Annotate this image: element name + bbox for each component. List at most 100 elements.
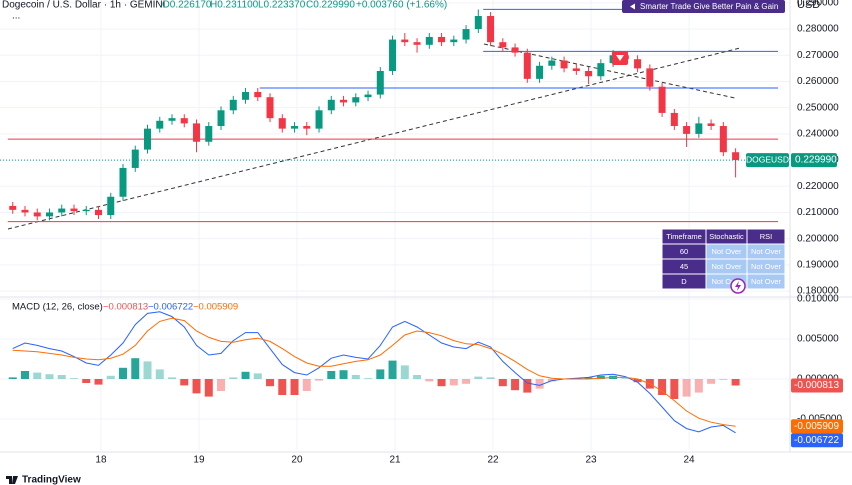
table-text: D xyxy=(681,277,687,286)
table-text: Timeframe xyxy=(666,232,702,241)
candle-body xyxy=(560,60,568,69)
histogram-bar xyxy=(217,379,226,391)
x-tick-label: 21 xyxy=(389,455,401,466)
signal-table: Timeframe Stochastic RSI 60 Not Over Not Over… xyxy=(661,228,786,290)
candle-body xyxy=(291,126,299,129)
candle-body xyxy=(487,15,495,43)
y-tick-label: 0.200000 xyxy=(797,233,839,244)
histogram-bar xyxy=(155,369,164,379)
histogram-bar xyxy=(462,379,471,384)
candle-body xyxy=(242,91,250,100)
histogram-bar xyxy=(20,371,29,379)
table-text: Not Over xyxy=(751,247,782,256)
symbol-title: Dogecoin / U.S. Dollar · 1h · GEMINI xyxy=(2,0,165,11)
table-cell xyxy=(746,273,786,290)
candle-body xyxy=(168,118,176,121)
macd-line xyxy=(12,311,736,434)
histogram-bar xyxy=(535,379,544,389)
x-tick-label: 22 xyxy=(487,455,499,466)
table-text: Not Over xyxy=(751,277,782,286)
histogram-bar xyxy=(290,379,299,395)
more[interactable]: ... xyxy=(12,11,20,22)
histogram-bar xyxy=(266,379,275,387)
histogram-bar xyxy=(364,378,373,379)
indicator-value: −0.000813 xyxy=(103,302,148,313)
histogram-bar xyxy=(94,379,103,385)
table-text: Not Over xyxy=(751,262,782,271)
histogram-bar xyxy=(204,379,213,397)
table-text: 45 xyxy=(680,262,688,271)
histogram-bar xyxy=(376,369,385,379)
price-tag-box xyxy=(791,153,837,168)
histogram-bar xyxy=(670,379,679,399)
candle-body xyxy=(658,86,666,113)
candle-body xyxy=(254,91,262,98)
table-text: RSI xyxy=(760,232,773,241)
histogram-bar xyxy=(339,370,348,379)
histogram-bar xyxy=(82,379,91,383)
y-tick-label: 0.270000 xyxy=(797,50,839,61)
candle-body xyxy=(499,42,507,48)
table-text: Not Over xyxy=(711,262,742,271)
candle-body xyxy=(303,126,311,129)
candle-body xyxy=(450,39,458,43)
x-tick-label: 19 xyxy=(193,455,205,466)
candle-body xyxy=(683,126,691,134)
candle-body xyxy=(732,152,740,161)
x-tick-label: 18 xyxy=(95,455,107,466)
candle-body xyxy=(70,208,78,212)
brand: TradingView xyxy=(22,475,81,485)
histogram-bar xyxy=(253,373,262,379)
candle-body xyxy=(82,209,90,212)
candle-body xyxy=(597,63,605,77)
candle-body xyxy=(634,59,642,69)
histogram-bar xyxy=(682,379,691,397)
histogram-bar xyxy=(168,377,177,379)
value-tag-box xyxy=(791,378,843,393)
histogram-bar xyxy=(707,379,716,384)
candle-body xyxy=(438,36,446,43)
candle-body xyxy=(131,149,139,168)
histogram-bar xyxy=(449,379,458,386)
candle-body xyxy=(33,212,41,217)
candle-body xyxy=(474,15,482,30)
histogram-bar xyxy=(8,377,17,379)
histogram-bar xyxy=(57,375,66,379)
y-tick-label: 0.010000 xyxy=(797,294,839,305)
histogram-bar xyxy=(511,379,520,391)
candle-body xyxy=(180,118,188,124)
histogram-bar xyxy=(241,371,250,379)
histogram-bar xyxy=(719,379,728,380)
histogram-bar xyxy=(523,379,532,393)
y-tick-label: 0.290000 xyxy=(797,0,839,9)
value-tag: -0.006722 xyxy=(794,435,839,446)
histogram-bar xyxy=(278,379,287,395)
histogram-bar xyxy=(131,358,140,379)
candle-body xyxy=(278,118,286,129)
candle-body xyxy=(413,42,421,45)
candle-body xyxy=(144,128,152,150)
histogram-bar xyxy=(33,372,42,379)
bolt-icon[interactable] xyxy=(730,278,746,294)
marks xyxy=(0,8,790,434)
candle-body xyxy=(119,167,127,197)
bolt[interactable] xyxy=(735,281,741,291)
banner-icon xyxy=(630,3,635,10)
candle-body xyxy=(646,68,654,87)
banner: Smarter Trade Give Better Pain & Gain xyxy=(622,0,785,13)
value-tag-box xyxy=(791,433,843,448)
y-tick-label: 0.180000 xyxy=(797,286,839,297)
candle-body xyxy=(95,209,103,216)
candle-body xyxy=(425,36,433,45)
candle-body xyxy=(9,205,17,210)
histogram-bar xyxy=(70,378,79,379)
macd-line xyxy=(12,317,736,427)
candle-body xyxy=(364,94,372,98)
histogram-bar xyxy=(633,379,642,383)
candle-body xyxy=(572,68,580,71)
table-text: Stochastic xyxy=(709,232,744,241)
candle-body xyxy=(695,123,703,134)
y-tick-label: 0.280000 xyxy=(797,24,839,35)
candle-body xyxy=(58,208,66,213)
histogram-bar xyxy=(694,379,703,393)
